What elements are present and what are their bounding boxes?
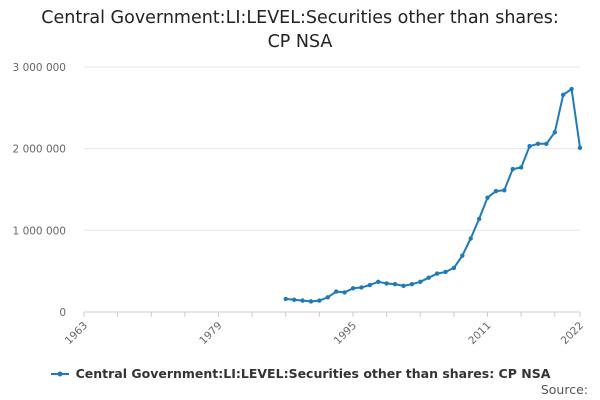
data-point[interactable] — [308, 299, 314, 304]
source-label: Source: — [540, 382, 588, 397]
chart-title-line-1: Central Government:LI:LEVEL:Securities o… — [41, 8, 559, 28]
data-point[interactable] — [577, 145, 583, 151]
data-point[interactable] — [384, 281, 389, 286]
x-tick-label: 2022 — [559, 320, 586, 347]
data-point[interactable] — [409, 282, 415, 287]
grid-layer — [84, 66, 580, 231]
x-tick-label: 2011 — [466, 320, 493, 347]
data-point[interactable] — [376, 279, 381, 284]
data-point[interactable] — [544, 141, 549, 146]
x-tick-label: 1963 — [63, 320, 90, 347]
legend-series-marker-icon — [50, 371, 69, 376]
data-point[interactable] — [434, 271, 440, 276]
data-point[interactable] — [460, 253, 465, 258]
data-point[interactable] — [443, 269, 448, 275]
data-point[interactable] — [401, 283, 406, 289]
data-point[interactable] — [510, 166, 515, 172]
legend-label: Central Government:LI:LEVEL:Securities o… — [75, 366, 551, 381]
data-point[interactable] — [325, 295, 330, 300]
data-point[interactable] — [493, 188, 499, 194]
y-tick-label: 2 000 000 — [13, 144, 66, 156]
data-point[interactable] — [552, 130, 557, 135]
data-point[interactable] — [283, 296, 288, 302]
data-point[interactable] — [476, 216, 482, 222]
chart-title: Central Government:LI:LEVEL:Securities o… — [0, 6, 600, 54]
data-point[interactable] — [518, 165, 524, 170]
data-point[interactable] — [317, 298, 322, 303]
data-point[interactable] — [350, 286, 356, 291]
axis-layer: 0 1 000 000 2 000 000 3 000 000 1963 1979 1995… — [13, 62, 587, 347]
data-point[interactable] — [569, 86, 574, 92]
y-tick-label: 3 000 000 — [13, 62, 66, 74]
data-point[interactable] — [451, 265, 457, 271]
data-point[interactable] — [426, 275, 431, 280]
y-tick-label: 1 000 000 — [13, 225, 66, 237]
x-tick-label: 1979 — [197, 320, 224, 347]
data-point[interactable] — [468, 236, 473, 241]
data-point[interactable] — [367, 282, 373, 288]
chart-title-line-2: CP NSA — [267, 32, 333, 52]
data-point[interactable] — [291, 297, 297, 302]
data-point[interactable] — [502, 188, 507, 193]
data-point[interactable] — [342, 290, 347, 295]
data-point[interactable] — [560, 92, 566, 97]
data-point[interactable] — [535, 141, 541, 146]
data-point[interactable] — [392, 282, 398, 287]
data-point[interactable] — [527, 144, 532, 149]
data-point[interactable] — [485, 195, 490, 200]
y-tick-label: 0 — [59, 307, 66, 319]
x-tick-label: 1995 — [332, 320, 359, 347]
legend[interactable]: Central Government:LI:LEVEL:Securities o… — [0, 365, 600, 381]
data-point[interactable] — [359, 285, 364, 290]
data-point[interactable] — [418, 279, 423, 284]
series-layer — [283, 86, 583, 304]
data-point[interactable] — [300, 298, 305, 303]
data-point[interactable] — [334, 289, 339, 294]
series-line — [285, 88, 581, 303]
